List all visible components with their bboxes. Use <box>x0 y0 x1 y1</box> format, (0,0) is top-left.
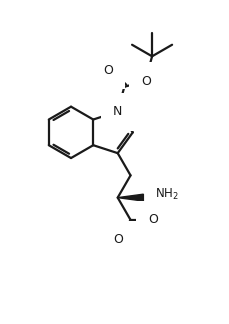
Text: O: O <box>141 75 151 87</box>
Text: O: O <box>103 64 112 77</box>
Polygon shape <box>117 194 143 201</box>
Text: N: N <box>112 105 122 118</box>
Text: NH$_2$: NH$_2$ <box>155 187 178 202</box>
Text: O: O <box>113 233 123 246</box>
Text: O: O <box>148 214 158 226</box>
